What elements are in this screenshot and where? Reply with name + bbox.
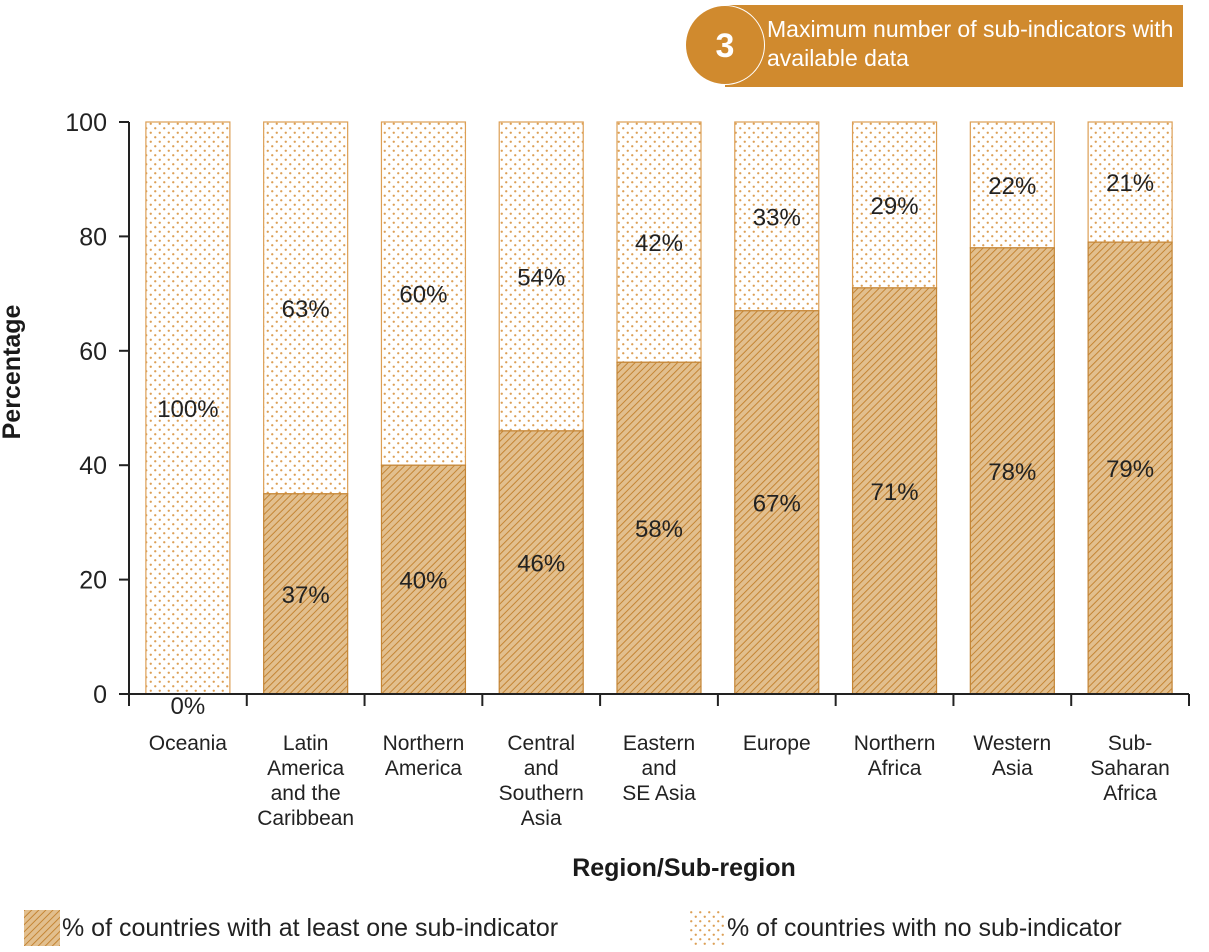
bar-no-sub-indicator bbox=[969, 121, 1055, 249]
bar-with-sub-indicator bbox=[380, 464, 467, 695]
bar-no-sub-indicator bbox=[498, 121, 584, 432]
x-tick-label: Latin bbox=[283, 732, 329, 755]
legend-swatch-dots bbox=[689, 910, 725, 946]
y-tick-label: 60 bbox=[79, 338, 107, 366]
x-tick-label: America bbox=[267, 757, 344, 780]
x-tick-label: Northern bbox=[854, 732, 936, 755]
y-tick-label: 100 bbox=[65, 109, 107, 137]
data-label-with-sub-indicator: 37% bbox=[282, 582, 330, 609]
bar-with-sub-indicator bbox=[263, 493, 349, 695]
x-tick-label: America bbox=[385, 757, 462, 780]
x-tick-label: Saharan bbox=[1090, 757, 1169, 780]
y-tick-label: 20 bbox=[79, 567, 107, 595]
x-axis-title: Region/Sub-region bbox=[572, 854, 796, 882]
data-label-no-sub-indicator: 54% bbox=[517, 264, 565, 291]
x-tick-label: Central bbox=[507, 732, 575, 755]
x-tick-label: Eastern bbox=[623, 732, 695, 755]
y-tick-label: 40 bbox=[79, 452, 107, 480]
data-label-with-sub-indicator: 67% bbox=[753, 490, 801, 517]
x-tick-label: Asia bbox=[992, 757, 1033, 780]
x-tick-label: Northern bbox=[383, 732, 465, 755]
data-label-with-sub-indicator: 58% bbox=[635, 516, 683, 543]
info-badge: 3 Maximum number of sub-indicators with … bbox=[685, 5, 1183, 87]
data-label-with-sub-indicator: 40% bbox=[399, 568, 447, 595]
x-tick-label: Southern bbox=[499, 782, 584, 805]
data-label-no-sub-indicator: 21% bbox=[1106, 170, 1154, 197]
x-tick-label: Africa bbox=[868, 757, 922, 780]
x-tick-label: Western bbox=[973, 732, 1051, 755]
y-axis-title: Percentage bbox=[0, 305, 26, 440]
bar-no-sub-indicator bbox=[851, 121, 938, 289]
data-label-no-sub-indicator: 42% bbox=[635, 230, 683, 257]
data-label-no-sub-indicator: 60% bbox=[399, 282, 447, 309]
x-tick-label: Caribbean bbox=[257, 807, 354, 830]
bar-with-sub-indicator bbox=[969, 247, 1055, 695]
badge-number: 3 bbox=[685, 5, 765, 85]
legend-swatch-hatch bbox=[24, 910, 60, 946]
legend-item-with-sub-indicator: % of countries with at least one sub-ind… bbox=[24, 909, 558, 947]
bar-with-sub-indicator bbox=[734, 310, 820, 695]
data-label-with-sub-indicator: 78% bbox=[988, 459, 1036, 486]
x-tick-label: SE Asia bbox=[622, 782, 696, 805]
x-tick-label: Asia bbox=[521, 807, 562, 830]
x-tick-label: Africa bbox=[1103, 782, 1157, 805]
x-tick-label: Oceania bbox=[149, 732, 228, 755]
bar-no-sub-indicator bbox=[734, 121, 820, 312]
x-tick-label: and the bbox=[271, 782, 341, 805]
x-tick-label: and bbox=[641, 757, 676, 780]
badge-bar bbox=[725, 5, 1183, 87]
x-tick-label: and bbox=[524, 757, 559, 780]
legend-item-no-sub-indicator: % of countries with no sub-indicator bbox=[689, 909, 1122, 947]
bar-with-sub-indicator bbox=[851, 287, 938, 695]
x-tick-label: Europe bbox=[743, 732, 811, 755]
bar-no-sub-indicator bbox=[1087, 121, 1173, 243]
data-label-no-sub-indicator: 63% bbox=[282, 296, 330, 323]
data-label-no-sub-indicator: 100% bbox=[157, 396, 218, 423]
data-label-no-sub-indicator: 33% bbox=[753, 204, 801, 231]
y-tick-label: 0 bbox=[93, 681, 107, 709]
data-label-with-sub-indicator: 71% bbox=[871, 479, 919, 506]
bar-with-sub-indicator bbox=[1087, 241, 1173, 695]
legend-label-with-sub-indicator: % of countries with at least one sub-ind… bbox=[62, 913, 559, 942]
data-label-with-sub-indicator: 79% bbox=[1106, 456, 1154, 483]
y-tick-label: 80 bbox=[79, 223, 107, 251]
bar-no-sub-indicator bbox=[616, 121, 702, 363]
data-label-with-sub-indicator: 46% bbox=[517, 550, 565, 577]
badge-text: Maximum number of sub-indicators with av… bbox=[767, 16, 1174, 71]
bar-no-sub-indicator bbox=[145, 121, 231, 695]
bar-no-sub-indicator bbox=[380, 121, 467, 466]
data-label-with-sub-indicator: 0% bbox=[171, 693, 206, 720]
bar-no-sub-indicator bbox=[263, 121, 349, 495]
x-tick-label: Sub- bbox=[1108, 732, 1152, 755]
data-label-no-sub-indicator: 22% bbox=[988, 173, 1036, 200]
data-label-no-sub-indicator: 29% bbox=[871, 193, 919, 220]
legend-label-no-sub-indicator: % of countries with no sub-indicator bbox=[727, 913, 1122, 942]
